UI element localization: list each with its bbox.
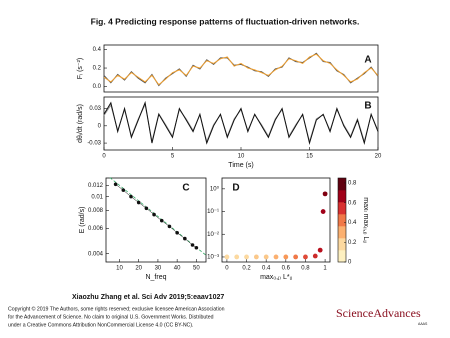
panel-label: D: [232, 183, 239, 194]
colorbar-tick-label: 0.2: [348, 240, 357, 246]
colorbar-tick-label: 0.6: [348, 200, 357, 206]
y-tick-label: 0.03: [89, 106, 101, 112]
x-tick-label: 20: [135, 266, 142, 272]
y-tick-label: -0.03: [87, 141, 101, 147]
x-tick-label: 10: [116, 266, 123, 272]
data-point: [317, 247, 323, 253]
data-point: [322, 191, 328, 197]
colorbar-tick-label: 0: [348, 260, 352, 266]
x-tick-label: 0.2: [242, 266, 251, 272]
figure-title: Fig. 4 Predicting response patterns of f…: [91, 16, 360, 26]
data-point: [244, 254, 249, 260]
plot-frame: [103, 44, 379, 93]
data-point: [293, 254, 299, 260]
data-point: [136, 200, 141, 205]
x-tick-label: 0: [102, 154, 106, 160]
data-point: [312, 253, 318, 259]
colorbar-tick-label: 0.4: [348, 220, 357, 226]
y-tick-label: 0.4: [93, 47, 102, 53]
credit: Xiaozhu Zhang et al. Sci Adv 2019;5:eaav…: [72, 294, 224, 301]
series-line: [103, 100, 379, 146]
x-tick-label: 30: [155, 266, 162, 272]
y-tick-label: 0.0: [93, 84, 102, 90]
x-tick-label: 0.4: [262, 266, 271, 272]
x-tick-label: 10: [238, 154, 245, 160]
y-tick-label: 0.006: [88, 226, 104, 232]
data-point: [190, 243, 195, 247]
plot-frame: [221, 177, 331, 263]
y-tick-label: 0.012: [88, 183, 104, 189]
data-point: [175, 230, 179, 235]
panel-label: C: [182, 183, 189, 194]
y-tick-label: 10⁰: [210, 185, 220, 192]
data-point: [320, 209, 326, 214]
y-axis-label: E (rad/s): [79, 207, 86, 234]
y-axis-label: dθᵢ/dt (rad/s): [77, 104, 84, 143]
colorbar-segment: [338, 226, 346, 239]
copyright-line: for the Advancement of Science. No claim…: [8, 314, 214, 320]
panel-label: A: [364, 55, 371, 66]
colorbar-segment: [338, 190, 346, 203]
colorbar-tick-label: 0.8: [348, 181, 357, 187]
data-point: [224, 254, 230, 260]
series-line: [109, 177, 207, 256]
colorbar-segment: [338, 250, 346, 263]
data-point: [183, 236, 187, 241]
data-point: [152, 212, 156, 217]
y-tick-label: 10⁻¹: [207, 209, 219, 215]
data-point: [263, 254, 269, 260]
y-tick-label: 0.01: [91, 194, 103, 200]
data-point: [113, 182, 118, 187]
colorbar-segment: [338, 202, 346, 215]
x-tick-label: 50: [193, 266, 200, 272]
data-point: [273, 254, 279, 260]
data-point: [194, 245, 199, 250]
y-axis-label: Fᵢ (s⁻²): [77, 58, 84, 80]
y-tick-label: 0.004: [88, 251, 104, 257]
data-point: [234, 254, 240, 260]
x-tick-label: 20: [375, 154, 382, 160]
x-axis-label: max₍ᵢ,ⱼ₎ L*ᵢⱼ: [260, 274, 292, 281]
x-axis-label: Time (s): [228, 162, 253, 169]
series-line: [103, 53, 379, 86]
data-point: [159, 218, 164, 223]
colorbar-frame: [337, 177, 347, 263]
data-point: [167, 224, 172, 229]
logo-sub: AAAS: [418, 322, 428, 326]
x-axis-label: N_freq: [145, 274, 166, 281]
colorbar-label: maxₗ max₍ᵢ,ⱼ₎ Lᵢⱼ: [362, 197, 369, 242]
data-point: [121, 188, 126, 192]
colorbar-segment: [338, 178, 346, 191]
y-tick-label: 10⁻²: [207, 232, 219, 238]
panel-label: B: [364, 101, 371, 112]
copyright-line: Copyright © 2019 The Authors, some right…: [8, 305, 225, 312]
x-tick-label: 0.8: [301, 266, 310, 272]
x-tick-label: 0: [225, 266, 229, 272]
data-point: [303, 254, 308, 260]
y-tick-label: 0.008: [88, 208, 104, 214]
colorbar-segment: [338, 214, 346, 227]
x-tick-label: 5: [171, 154, 175, 160]
x-tick-label: 15: [306, 154, 313, 160]
y-tick-label: 0.2: [93, 66, 102, 72]
data-point: [253, 254, 259, 260]
data-point: [283, 254, 289, 260]
x-tick-label: 1: [323, 266, 327, 272]
plot-frame: [105, 177, 207, 263]
colorbar-segment: [338, 238, 346, 251]
y-tick-label: 10⁻³: [207, 255, 219, 261]
x-tick-label: 0.6: [282, 266, 291, 272]
x-tick-label: 40: [174, 266, 181, 272]
copyright-line: under a Creative Commons Attribution Non…: [8, 322, 193, 328]
data-point: [144, 206, 149, 211]
logo: ScienceAdvances: [336, 306, 421, 320]
y-tick-label: 0: [98, 123, 102, 129]
data-point: [129, 194, 133, 199]
